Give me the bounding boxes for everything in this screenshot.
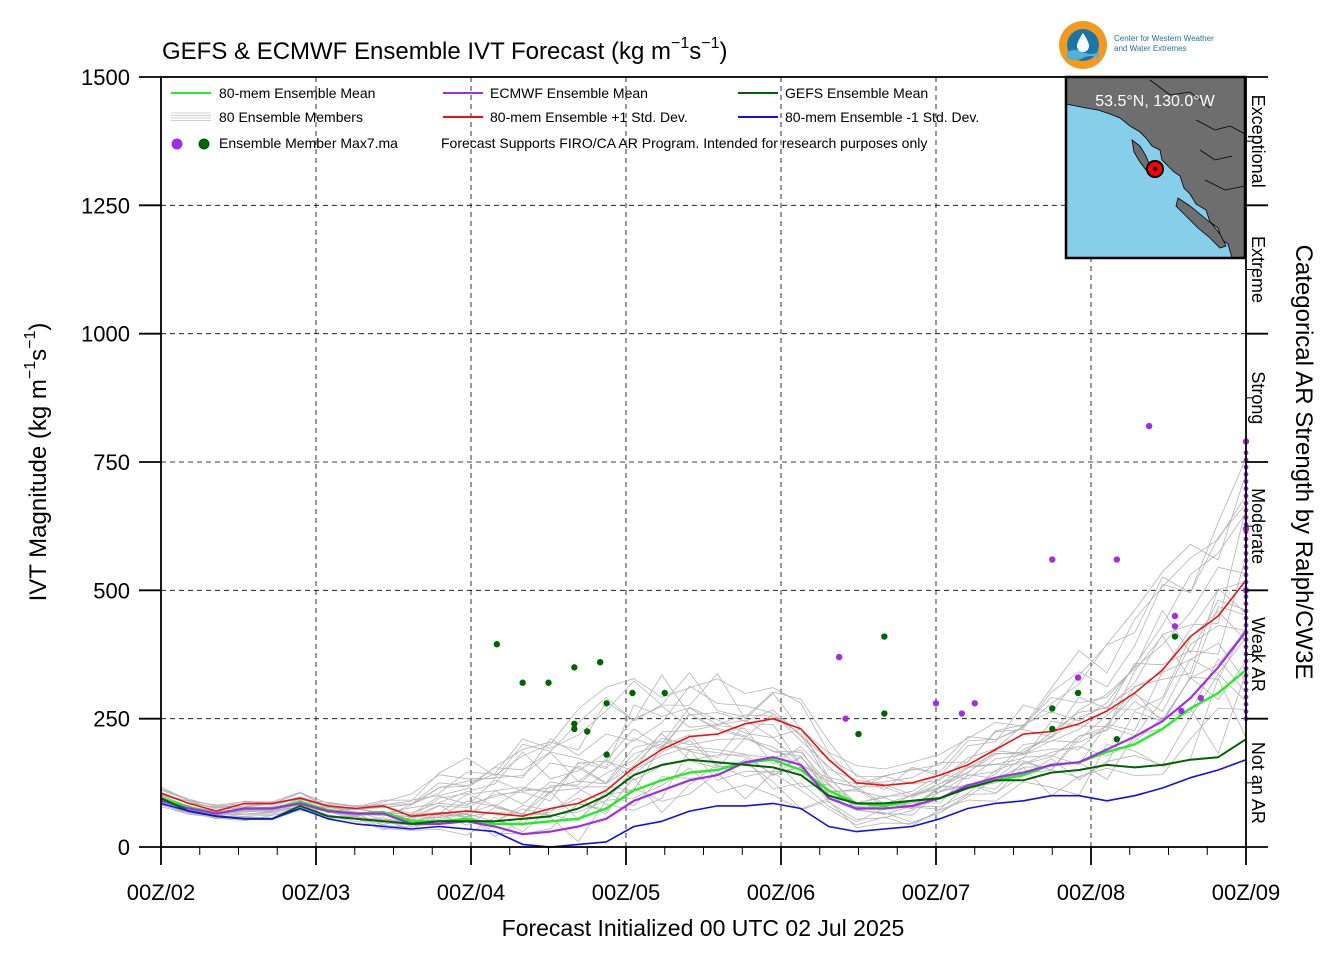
ecmwf-max-point	[1049, 556, 1056, 563]
gefs-max-point	[661, 689, 668, 697]
y-tick-label: 750	[93, 450, 130, 475]
gefs-max-point	[603, 700, 610, 707]
logo-drop-icon	[1077, 33, 1089, 52]
inset-map-frame	[1064, 75, 1247, 260]
ensemble-member-line	[160, 637, 1247, 822]
grid-lines	[161, 77, 1246, 847]
category-label: Extreme	[1248, 236, 1268, 303]
category-label: Strong	[1248, 371, 1268, 424]
legend-swatch-members	[171, 112, 211, 121]
gefs-max-point	[545, 679, 552, 686]
legend-label-max-points: Ensemble Member Max7.ma	[219, 135, 398, 151]
gefs-max-point	[603, 751, 610, 758]
ecmwf-max-point	[1178, 707, 1185, 715]
y-tick-label: 500	[93, 578, 130, 603]
axes: 0 250 500 750 1000 1250 1500 00Z/02 00Z/03 00Z/04…	[81, 65, 1280, 905]
gefs-max-point	[596, 659, 604, 666]
ecmwf-max-point	[1171, 623, 1179, 630]
x-tick-label: 00Z/04	[437, 880, 506, 905]
legend-label-ecmwf-mean: ECMWF Ensemble Mean	[490, 85, 648, 101]
inset-map-island-south	[1175, 197, 1227, 249]
gefs-max-point	[629, 689, 636, 697]
ensemble-member-line	[160, 512, 1247, 814]
gefs-max-point	[571, 720, 578, 727]
ecmwf-max-point	[1074, 674, 1082, 681]
legend-note: Forecast Supports FIRO/CA AR Program. In…	[441, 135, 927, 151]
gefs-max-point	[571, 664, 578, 671]
x-tick-label: 00Z/07	[902, 880, 971, 905]
series-80-mem-ensemble-1-std-dev	[160, 758, 1247, 848]
gefs-max-point	[1171, 633, 1179, 640]
right-axis-label: Categorical AR Strength by Ralph/CW3E	[1290, 245, 1317, 680]
chart-title: GEFS & ECMWF Ensemble IVT Forecast (kg m…	[162, 35, 728, 65]
x-tick-label: 00Z/06	[747, 880, 816, 905]
inset-map: 53.5°N, 130.0°W	[1064, 75, 1247, 260]
legend: 80-mem Ensemble Mean ECMWF Ensemble Mean…	[171, 85, 979, 151]
gefs-max-point	[855, 730, 862, 738]
y-tick-label: 0	[118, 835, 130, 860]
gefs-max-point	[881, 710, 888, 717]
x-tick-label: 00Z/05	[592, 880, 661, 905]
ensemble-member-line	[160, 599, 1247, 817]
legend-label-plus-std: 80-mem Ensemble +1 Std. Dev.	[490, 109, 688, 125]
x-tick-label: 00Z/02	[127, 880, 196, 905]
gefs-max-point	[584, 728, 591, 735]
inset-map-location-label: 53.5°N, 130.0°W	[1095, 93, 1215, 110]
logo-text-line1: Center for Western Weather	[1114, 34, 1214, 43]
ensemble-member-line	[160, 556, 1247, 821]
y-tick-label: 250	[93, 707, 130, 732]
ecmwf-max-point	[971, 700, 978, 707]
gefs-max-point	[1074, 689, 1082, 697]
x-tick-label: 00Z/09	[1212, 880, 1281, 905]
series-80-mem-ensemble-1-std-dev	[160, 579, 1247, 818]
ecmwf-max-point	[932, 700, 940, 707]
gefs-max-point	[571, 725, 578, 733]
ensemble-member-line	[160, 605, 1247, 816]
y-tick-label: 1000	[81, 322, 130, 347]
legend-label-ens-mean: 80-mem Ensemble Mean	[219, 85, 375, 101]
ecmwf-max-point	[1171, 612, 1179, 620]
x-axis-label: Forecast Initialized 00 UTC 02 Jul 2025	[502, 915, 905, 941]
cw3e-logo: Center for Western Weather and Water Ext…	[1059, 21, 1214, 69]
gefs-max-point	[1113, 736, 1121, 743]
gefs-max-point	[519, 679, 526, 686]
ecmwf-max-point	[1145, 422, 1153, 430]
ecmwf-max-point	[1113, 556, 1121, 563]
logo-wave-icon	[1067, 50, 1099, 60]
series-ecmwf-ensemble-mean	[160, 630, 1247, 836]
x-tick-label: 00Z/08	[1057, 880, 1126, 905]
y-axis-label: IVT Magnitude (kg m−1s−1)	[22, 323, 52, 602]
ecmwf-max-point	[842, 715, 849, 722]
legend-dot-ecmwf	[171, 138, 183, 150]
gefs-max-point	[493, 641, 501, 648]
y-tick-label: 1250	[81, 193, 130, 218]
ecmwf-max-point	[835, 653, 843, 661]
legend-label-minus-std: 80-mem Ensemble -1 Std. Dev.	[785, 109, 979, 125]
ecmwf-max-point	[958, 710, 966, 717]
category-label: Moderate	[1248, 488, 1268, 564]
gefs-max-point	[1049, 705, 1056, 712]
series-lines	[160, 579, 1247, 848]
gefs-max-point	[881, 633, 888, 640]
category-label: Not an AR	[1248, 742, 1268, 824]
ensemble-member-line	[160, 566, 1247, 809]
category-label: Weak AR	[1248, 617, 1268, 692]
ensemble-member-line	[160, 707, 1247, 843]
ecmwf-max-point	[1197, 694, 1204, 702]
logo-text-line2: and Water Extremes	[1114, 44, 1187, 53]
gefs-max-point	[1049, 725, 1056, 733]
series-gefs-ensemble-mean	[160, 738, 1247, 825]
y-tick-label: 1500	[81, 65, 130, 90]
legend-label-members: 80 Ensemble Members	[219, 109, 363, 125]
inset-map-borders	[1149, 79, 1246, 191]
legend-dot-gefs	[198, 138, 210, 150]
legend-label-gefs-mean: GEFS Ensemble Mean	[785, 85, 928, 101]
category-label: Exceptional	[1248, 95, 1268, 188]
inset-map-location-center	[1152, 166, 1158, 172]
x-tick-label: 00Z/03	[282, 880, 351, 905]
